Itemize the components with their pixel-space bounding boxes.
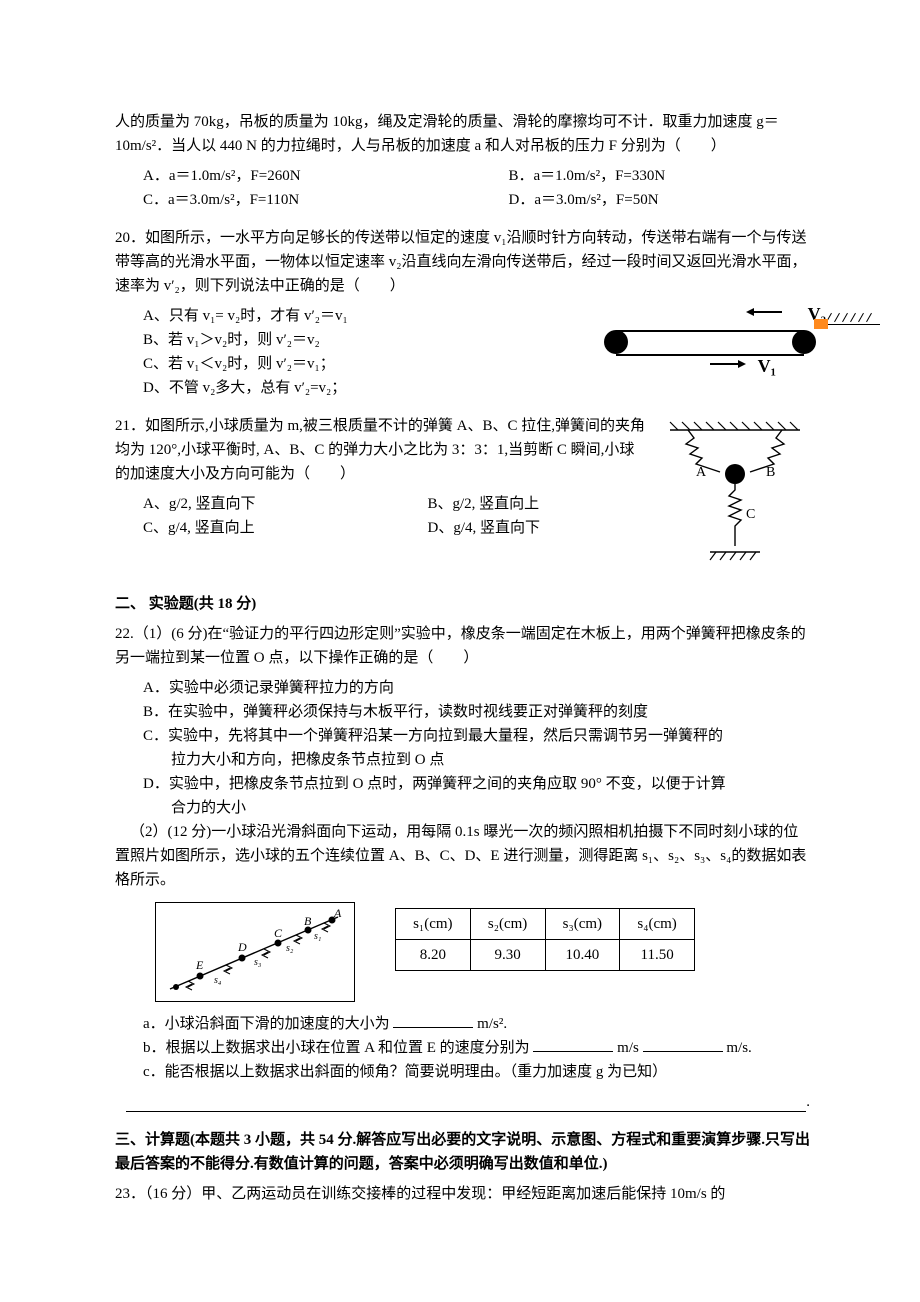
svg-text:C: C <box>274 926 283 940</box>
q22-2-b-blank1[interactable] <box>533 1051 613 1052</box>
q22-1-stem: 22.（1）(6 分)在“验证力的平行四边形定则”实验中，橡皮条一端固定在木板上… <box>115 622 810 670</box>
q21-option-d: D、g/4, 竖直向下 <box>428 516 649 540</box>
q20-block: 20．如图所示，一水平方向足够长的传送带以恒定的速度 v₁沿顺时针方向转动，传送… <box>115 226 810 400</box>
svg-text:s₄: s₄ <box>214 975 222 986</box>
svg-text:s₂: s₂ <box>286 943 294 954</box>
q19-option-a: A．a＝1.0m/s²，F=260N <box>143 164 445 188</box>
q22-1-option-a: A．实验中必须记录弹簧秤拉力的方向 <box>115 676 810 700</box>
section3-title: 三、计算题(本题共 3 小题，共 54 分.解答应写出必要的文字说明、示意图、方… <box>115 1128 810 1176</box>
q19-tail-text: 人的质量为 70kg，吊板的质量为 10kg，绳及定滑轮的质量、滑轮的摩擦均可不… <box>115 110 810 158</box>
q21-option-c: C、g/4, 竖直向上 <box>143 516 364 540</box>
q20-option-d: D、不管 v₂多大，总有 v′₂=v₂； <box>115 376 810 400</box>
q23-stem: 23．（16 分）甲、乙两运动员在训练交接棒的过程中发现：甲经短距离加速后能保持… <box>115 1182 810 1206</box>
q22-2-c-blank-wrap: . <box>115 1090 810 1114</box>
q22-2-td2: 9.30 <box>470 940 545 971</box>
q22-2-b-blank2[interactable] <box>643 1051 723 1052</box>
svg-text:A: A <box>333 906 342 920</box>
q22-2-photo-figure: A B C D E s₁ s₂ s₃ s₄ <box>155 902 355 1002</box>
q22-2-td3: 10.40 <box>545 940 620 971</box>
q21-option-b: B、g/2, 竖直向上 <box>428 492 649 516</box>
q20-figure: V₂ V₁ <box>610 308 810 378</box>
svg-text:B: B <box>304 914 312 928</box>
q22-2-stem: （2）(12 分)一小球沿光滑斜面向下运动，用每隔 0.1s 曝光一次的频闪照相… <box>115 820 810 892</box>
svg-text:D: D <box>237 940 247 954</box>
q22-2-c: c．能否根据以上数据求出斜面的倾角？简要说明理由。（重力加速度 g 为已知） <box>115 1060 810 1084</box>
q21-label-c: C <box>746 507 755 522</box>
q22-2-td1: 8.20 <box>396 940 471 971</box>
q20-arrow-v2 <box>752 311 782 313</box>
q22-2-a-unit: m/s². <box>477 1016 507 1032</box>
q22-2-b-unit1: m/s <box>617 1040 639 1056</box>
q22-2-a: a．小球沿斜面下滑的加速度的大小为 m/s². <box>115 1012 810 1036</box>
q20-block-object <box>814 319 828 329</box>
q19-option-b: B．a＝1.0m/s²，F=330N <box>509 164 811 188</box>
q22-2-th2: s₂(cm) <box>470 909 545 940</box>
q22-1-option-d-line2: 合力的大小 <box>115 796 810 820</box>
svg-text:E: E <box>195 958 204 972</box>
q22-2-td4: 11.50 <box>620 940 695 971</box>
q21-figure: A B C <box>660 418 810 578</box>
q22-2-figures-row: A B C D E s₁ s₂ s₃ s₄ <box>155 902 810 1002</box>
q22-2-a-blank[interactable] <box>393 1027 473 1028</box>
q20-arrow-v1 <box>710 363 740 365</box>
q21-label-b: B <box>766 465 775 480</box>
q20-stem: 20．如图所示，一水平方向足够长的传送带以恒定的速度 v₁沿顺时针方向转动，传送… <box>115 226 810 298</box>
q22-2-th1: s₁(cm) <box>396 909 471 940</box>
q22-2-th4: s₄(cm) <box>620 909 695 940</box>
q21-label-a: A <box>696 465 707 480</box>
q20-platform <box>820 311 880 325</box>
q22-2-th3: s₃(cm) <box>545 909 620 940</box>
svg-text:s₃: s₃ <box>254 957 262 968</box>
q22-2-b-unit2: m/s. <box>726 1040 751 1056</box>
q19-option-d: D．a＝3.0m/s²，F=50N <box>509 188 811 212</box>
q22-2-b-text: b．根据以上数据求出小球在位置 A 和位置 E 的速度分别为 <box>143 1040 530 1056</box>
q22-2-a-text: a．小球沿斜面下滑的加速度的大小为 <box>143 1016 390 1032</box>
q22-1-option-d-line1: D．实验中，把橡皮条节点拉到 O 点时，两弹簧秤之间的夹角应取 90° 不变，以… <box>115 772 810 796</box>
q22-2-c-blank[interactable] <box>126 1093 806 1112</box>
q22-1-option-c-line2: 拉力大小和方向，把橡皮条节点拉到 O 点 <box>115 748 810 772</box>
svg-text:s₁: s₁ <box>314 931 321 942</box>
q21-option-a: A、g/2, 竖直向下 <box>143 492 364 516</box>
q22-2-b: b．根据以上数据求出小球在位置 A 和位置 E 的速度分别为 m/s m/s. <box>115 1036 810 1060</box>
section2-title: 二、 实验题(共 18 分) <box>115 592 810 616</box>
q20-v1-label: V₁ <box>758 352 776 381</box>
q22-1-option-b: B．在实验中，弹簧秤必须保持与木板平行，读数时视线要正对弹簧秤的刻度 <box>115 700 810 724</box>
q22-2-table: s₁(cm) s₂(cm) s₃(cm) s₄(cm) 8.20 9.30 10… <box>395 908 695 971</box>
q22-1-option-c-line1: C．实验中，先将其中一个弹簧秤沿某一方向拉到最大量程，然后只需调节另一弹簧秤的 <box>115 724 810 748</box>
q20-pulley-left <box>604 330 628 354</box>
q21-block: A B C 21．如图所示,小球质量为 m,被三根质量不计的弹簧 A、B、C 拉… <box>115 414 810 578</box>
q20-pulley-right <box>792 330 816 354</box>
q19-option-c: C．a＝3.0m/s²，F=110N <box>143 188 445 212</box>
